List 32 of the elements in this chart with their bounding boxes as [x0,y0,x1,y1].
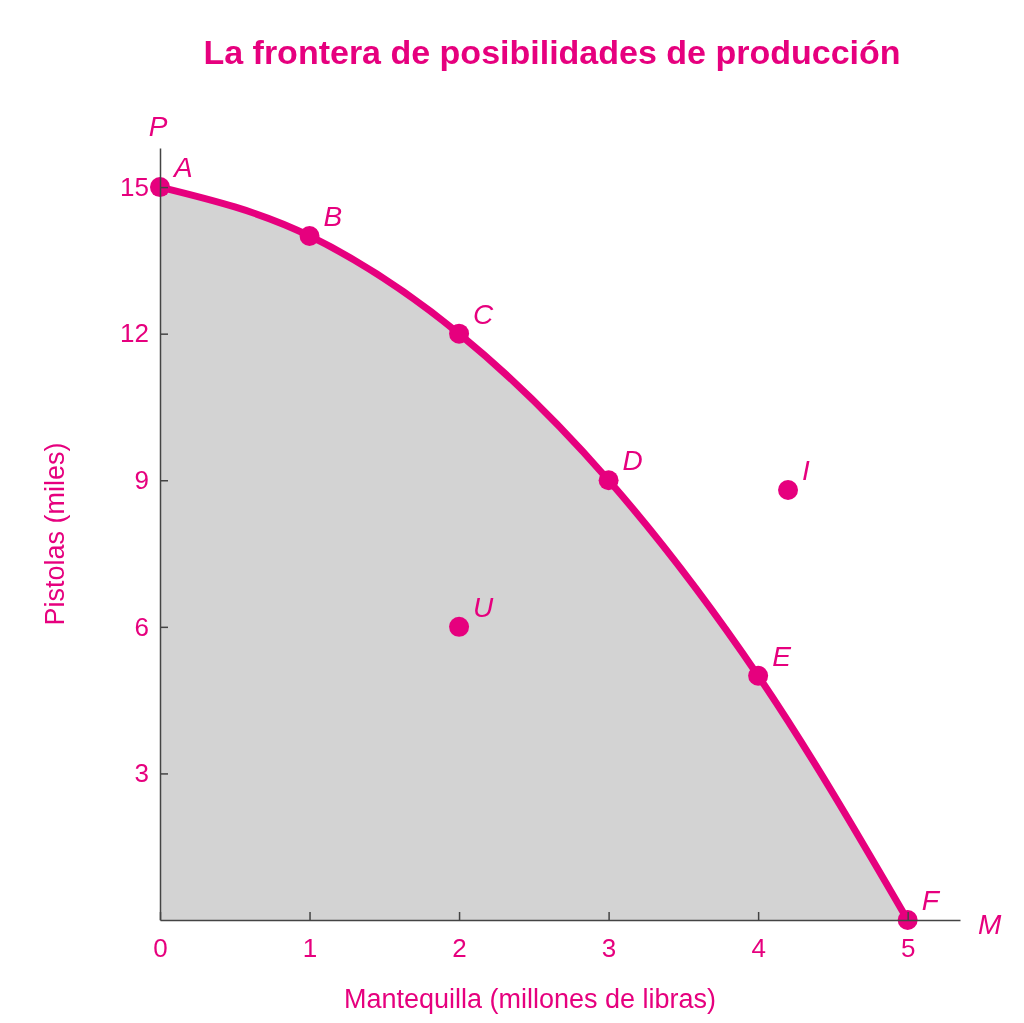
point [449,323,470,344]
annotation: A [172,152,193,184]
x-axis-title: Mantequilla (millones de libras) [343,984,717,1014]
annotation: C [473,298,495,330]
point [598,470,619,491]
chart-title: La frontera de posibilidades de producción [203,33,901,71]
point [897,910,918,930]
x-tick-label: 3 [601,932,617,963]
annotation: B [323,200,343,232]
point [778,480,799,501]
text: P [148,111,168,142]
y-tick-label: 9 [134,465,149,496]
annotation: D [622,445,643,477]
point [150,177,170,198]
text: M [978,909,1002,940]
x-tick-label: 1 [302,932,318,963]
point [299,225,320,246]
y-tick-label: 6 [134,611,149,642]
annotation: I [802,455,811,487]
x-tick-label: 4 [751,932,766,963]
point [748,665,769,686]
y-tick-label: 15 [120,171,149,202]
y-tick-label: 3 [134,758,149,789]
point [449,616,470,637]
x-tick-label: 0 [153,932,168,963]
annotation: F [921,885,941,916]
x-tick-label: 5 [900,932,916,963]
y-axis-title: Pistolas (miles) [40,442,70,626]
annotation: E [772,640,792,672]
x-tick-label: 2 [452,932,467,963]
y-tick-label: 12 [120,318,149,349]
annotation: U [473,591,495,623]
